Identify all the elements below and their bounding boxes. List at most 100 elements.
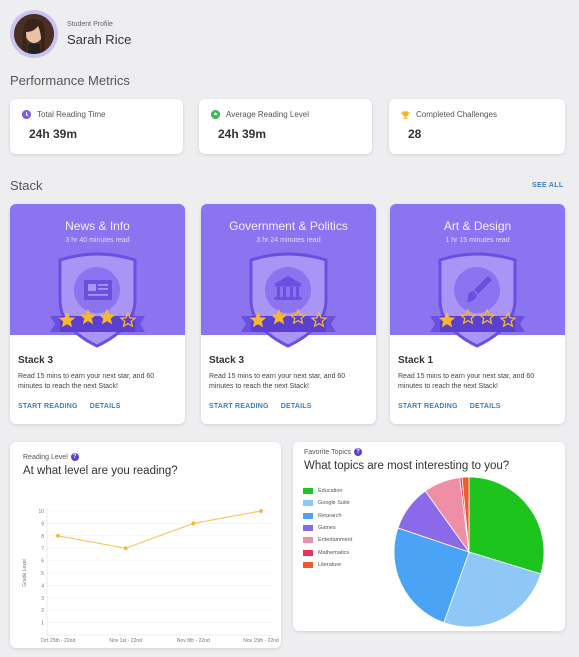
legend-label: Games	[318, 525, 336, 532]
metric-value: 24h 39m	[218, 127, 267, 141]
x-tick-label: Nov 8th - 22nd	[177, 638, 210, 644]
see-all-link[interactable]: SEE ALL	[532, 182, 564, 189]
legend-swatch	[303, 549, 313, 556]
y-tick-label: 7	[41, 546, 44, 552]
paintbrush-icon	[466, 276, 492, 302]
stack-title: Stack	[10, 178, 43, 193]
legend-item[interactable]: Mathematics	[303, 546, 352, 558]
government-building-icon	[274, 276, 302, 300]
star-empty-icon	[499, 311, 517, 328]
favorite-topics-chart	[393, 476, 545, 628]
legend-label: Entertainment	[318, 537, 353, 544]
star-empty-icon	[289, 308, 307, 325]
legend-item[interactable]: Entertainment	[303, 534, 352, 546]
reading-level-chart: 1 2 3 4 5 6 7 8 9 10 Oct 25th - 22nd Nov 1st - 22nd…	[22, 508, 279, 644]
y-tick-label: 2	[41, 608, 44, 614]
y-tick-label: 9	[41, 521, 44, 527]
legend-item[interactable]: Education	[303, 485, 352, 497]
star-empty-icon	[119, 311, 137, 328]
legend-item[interactable]: Research	[303, 510, 352, 522]
stack-description: Read 15 mins to earn your next star, and…	[209, 373, 346, 390]
stack-stars	[438, 308, 517, 328]
stack-stars	[249, 308, 328, 328]
y-tick-label: 8	[41, 534, 44, 540]
legend-swatch	[303, 512, 313, 519]
legend-swatch	[303, 500, 313, 507]
metric-value: 28	[408, 127, 422, 141]
reading-level-line	[57, 510, 262, 549]
legend-swatch	[303, 525, 313, 532]
favorite-topics-panel: Favorite Topics ? What topics are most i…	[293, 442, 565, 631]
pie-slice-literature[interactable]	[461, 476, 470, 553]
clock-icon	[22, 110, 31, 119]
chart-legend: Education Google Suite Research Games Entert…	[303, 485, 352, 571]
stack-card-news-info[interactable]: News & Info 3 hr 40 minutes read Stack 3…	[10, 204, 185, 424]
metric-card-average-reading-level: Average Reading Level 24h 39m	[199, 99, 372, 154]
legend-label: Literature	[318, 561, 342, 568]
y-tick-label: 6	[41, 559, 44, 565]
stack-read-time: 3 hr 24 minutes read	[256, 237, 321, 244]
panel-question: At what level are you reading?	[23, 465, 178, 477]
x-tick-label: Oct 25th - 22nd	[41, 638, 76, 644]
legend-item[interactable]: Literature	[303, 559, 352, 571]
stack-card-government-politics[interactable]: Government & Politics 3 hr 24 minutes re…	[201, 204, 376, 424]
data-point[interactable]	[56, 533, 60, 538]
stack-level: Stack 1	[398, 355, 434, 366]
data-point[interactable]	[259, 509, 263, 513]
data-point[interactable]	[191, 521, 196, 526]
y-tick-label: 4	[41, 583, 44, 589]
stack-topic: Government & Politics	[229, 219, 348, 233]
student-name: Sarah Rice	[67, 32, 132, 47]
pie-slice-google-suite[interactable]	[443, 551, 542, 628]
performance-metrics-title: Performance Metrics	[10, 73, 130, 88]
metric-card-completed-challenges: Completed Challenges 28	[389, 99, 565, 154]
start-reading-link[interactable]: START READING	[398, 403, 458, 410]
details-link[interactable]: DETAILS	[89, 403, 121, 410]
pie-slice-research[interactable]	[393, 527, 470, 624]
data-point[interactable]	[123, 546, 128, 551]
star-filled-icon	[98, 308, 116, 325]
stack-description: Read 15 mins to earn your next star, and…	[398, 373, 535, 390]
panel-caption: Reading Level	[23, 453, 68, 461]
star-filled-icon	[438, 311, 456, 328]
stack-level: Stack 3	[209, 355, 245, 366]
y-tick-label: 10	[38, 509, 44, 515]
star-empty-icon	[310, 311, 328, 328]
x-tick-label: Nov 1st - 22nd	[109, 638, 142, 644]
profile-caption: Student Profile	[67, 21, 113, 28]
metric-label: Average Reading Level	[226, 110, 310, 119]
metric-label: Completed Challenges	[416, 110, 497, 119]
help-icon[interactable]: ?	[70, 453, 79, 461]
panel-question: What topics are most interesting to you?	[304, 460, 510, 472]
metric-label: Total Reading Time	[37, 110, 106, 119]
stack-card-art-design[interactable]: Art & Design 1 hr 15 minutes read Stack …	[390, 204, 565, 424]
level-icon	[211, 110, 220, 119]
legend-item[interactable]: Games	[303, 522, 352, 534]
x-tick-label: Nov 15th - 22nd	[243, 638, 279, 644]
stack-stars	[58, 308, 137, 328]
details-link[interactable]: DETAILS	[469, 403, 501, 410]
start-reading-link[interactable]: START READING	[209, 403, 269, 410]
stack-description: Read 15 mins to earn your next star, and…	[18, 373, 155, 390]
panel-caption: Favorite Topics	[304, 448, 351, 456]
y-tick-label: 1	[41, 621, 44, 627]
star-empty-icon	[478, 308, 496, 325]
stack-badge	[241, 252, 336, 348]
pie-slice-education[interactable]	[468, 476, 545, 575]
star-filled-icon	[79, 308, 97, 325]
star-filled-icon	[270, 308, 288, 325]
y-axis-label: Grade Level	[22, 559, 28, 586]
details-link[interactable]: DETAILS	[280, 403, 312, 410]
legend-swatch	[303, 488, 313, 495]
legend-item[interactable]: Google Suite	[303, 497, 352, 509]
metric-value: 24h 39m	[29, 127, 78, 141]
legend-label: Education	[318, 488, 343, 495]
legend-swatch	[303, 561, 313, 568]
legend-label: Google Suite	[318, 500, 350, 507]
avatar[interactable]	[10, 10, 58, 58]
help-icon[interactable]: ?	[353, 448, 362, 456]
y-tick-label: 5	[41, 571, 44, 577]
avatar-photo	[14, 14, 54, 54]
start-reading-link[interactable]: START READING	[18, 403, 78, 410]
stack-topic: News & Info	[65, 219, 130, 233]
